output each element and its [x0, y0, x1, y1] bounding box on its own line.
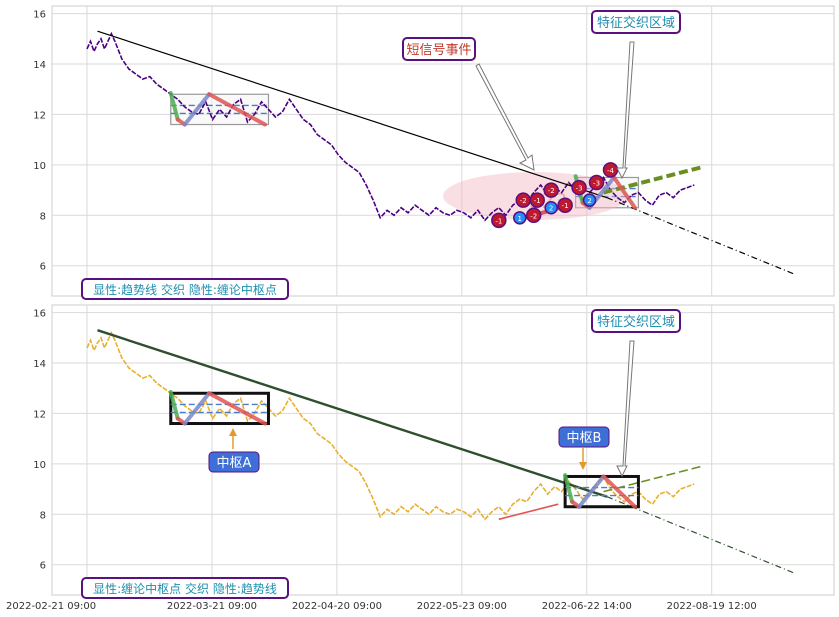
pivot-zigzag-stroke — [601, 474, 637, 509]
pivot-zigzag-stroke — [207, 92, 267, 127]
trendline-extension-line — [606, 496, 796, 575]
top-legend-text: 显性:趋势线 交织 隐性:缠论中枢点 — [93, 282, 277, 297]
pivot-zigzag-stroke — [182, 92, 212, 127]
price-line — [86, 330, 695, 521]
signal-marker-label: -1 — [534, 197, 541, 205]
signal-marker-label: -2 — [530, 212, 537, 220]
signal-marker-label: 2 — [587, 197, 591, 205]
x-tick-label: 2022-08-19 12:00 — [667, 601, 757, 612]
x-tick-label: 2022-05-23 09:00 — [417, 601, 507, 612]
signal-marker-red: -3 — [571, 179, 587, 196]
signal-marker-label: -2 — [548, 187, 555, 195]
annotation-arrow-short — [475, 63, 535, 171]
annotation-feature-bottom: 特征交织区域 — [591, 309, 681, 478]
pivot-zigzag-stroke — [577, 474, 606, 509]
y-tick-label: 10 — [33, 161, 46, 172]
pivot-zigzag-stroke — [168, 390, 180, 421]
label-pivot-b-text: 中枢B — [567, 431, 602, 446]
y-tick-label: 14 — [33, 60, 46, 71]
y-tick-label: 16 — [33, 309, 46, 320]
signal-marker-label: 2 — [549, 205, 553, 213]
y-tick-label: 12 — [33, 409, 46, 420]
price-line — [86, 31, 695, 222]
bottom-legend: 显性:缠论中枢点 交织 隐性:趋势线 — [81, 577, 289, 599]
label-pivot-a: 中枢A — [208, 428, 260, 473]
pivot-zigzag-stroke — [182, 391, 212, 426]
lower-trendline-line — [498, 503, 559, 521]
annotation-arrow-feature-bottom — [616, 340, 635, 478]
signal-marker-red: -2 — [515, 192, 531, 208]
signal-marker-red: -2 — [525, 207, 542, 224]
annotation-feature-bottom-text: 特征交织区域 — [597, 314, 675, 330]
annotation-short-signal-text: 短信号事件 — [406, 43, 471, 58]
trendline-extension-line — [606, 197, 796, 276]
x-tick-label: 2022-06-22 14:00 — [542, 601, 632, 612]
bottom-panel: 6 8 10 12 14 16 2022-02-21 09:00 2022-03-21 09… — [6, 304, 835, 612]
annotation-feature-top: 特征交织区域 — [591, 10, 681, 180]
signal-marker-label: -3 — [593, 180, 600, 188]
x-tick-labels: 2022-02-21 09:00 2022-03-21 09:00 2022-04-… — [6, 601, 757, 612]
y-tick-label: 12 — [33, 110, 46, 121]
signal-marker-red: -2 — [543, 182, 559, 198]
top-y-tick-labels: 6 8 10 12 14 16 — [33, 10, 46, 273]
signal-marker-label: 1 — [518, 215, 522, 223]
pivot-zigzag-stroke — [168, 91, 180, 122]
y-tick-label: 16 — [33, 10, 46, 21]
top-signal-markers: -1 -2 -1 -2 -1 -3 -3 -4 -2 1 2 2 — [491, 162, 619, 229]
pivot-zigzag-stroke — [611, 175, 637, 210]
signal-marker-red: -1 — [491, 212, 507, 229]
label-pivot-b: 中枢B — [558, 426, 610, 470]
x-tick-label: 2022-03-21 09:00 — [167, 601, 257, 612]
signal-marker-red: -1 — [529, 192, 545, 208]
y-tick-label: 8 — [40, 211, 46, 222]
top-legend: 显性:趋势线 交织 隐性:缠论中枢点 — [81, 278, 289, 300]
x-tick-label: 2022-02-21 09:00 — [6, 601, 96, 612]
bottom-pivot-zigzag — [168, 390, 637, 509]
signal-marker-label: -1 — [495, 217, 502, 225]
trendline-line — [97, 329, 608, 498]
label-pivot-a-text: 中枢A — [217, 456, 252, 471]
signal-marker-red: -1 — [557, 197, 573, 213]
annotation-short-signal: 短信号事件 — [402, 37, 535, 171]
y-tick-label: 6 — [40, 561, 46, 572]
bottom-gridlines — [52, 305, 834, 595]
trendline-line — [97, 30, 608, 199]
signal-marker-blue: 1 — [513, 211, 527, 225]
signal-marker-label: -1 — [562, 202, 569, 210]
signal-marker-label: -3 — [576, 185, 583, 193]
bottom-legend-text: 显性:缠论中枢点 交织 隐性:趋势线 — [93, 581, 277, 596]
signal-marker-red: -4 — [602, 162, 619, 178]
pivot-zigzag-stroke — [207, 391, 267, 426]
y-tick-label: 6 — [40, 262, 46, 273]
signal-marker-label: -4 — [607, 167, 615, 175]
signal-marker-label: -2 — [520, 197, 527, 205]
pivot-zone-box — [169, 391, 270, 426]
signal-marker-red: -3 — [588, 174, 605, 191]
y-tick-label: 10 — [33, 460, 46, 471]
signal-marker-blue: 2 — [544, 200, 558, 215]
annotation-arrow-feature-top — [616, 41, 635, 180]
y-tick-label: 14 — [33, 359, 46, 370]
y-tick-label: 8 — [40, 510, 46, 521]
x-tick-label: 2022-04-20 09:00 — [292, 601, 382, 612]
bottom-y-tick-labels: 6 8 10 12 14 16 — [33, 309, 46, 572]
annotation-feature-top-text: 特征交织区域 — [597, 15, 675, 31]
pivot-zigzag-stroke — [563, 473, 575, 504]
bottom-plot-area — [51, 304, 835, 596]
signal-marker-blue: 2 — [582, 193, 597, 207]
